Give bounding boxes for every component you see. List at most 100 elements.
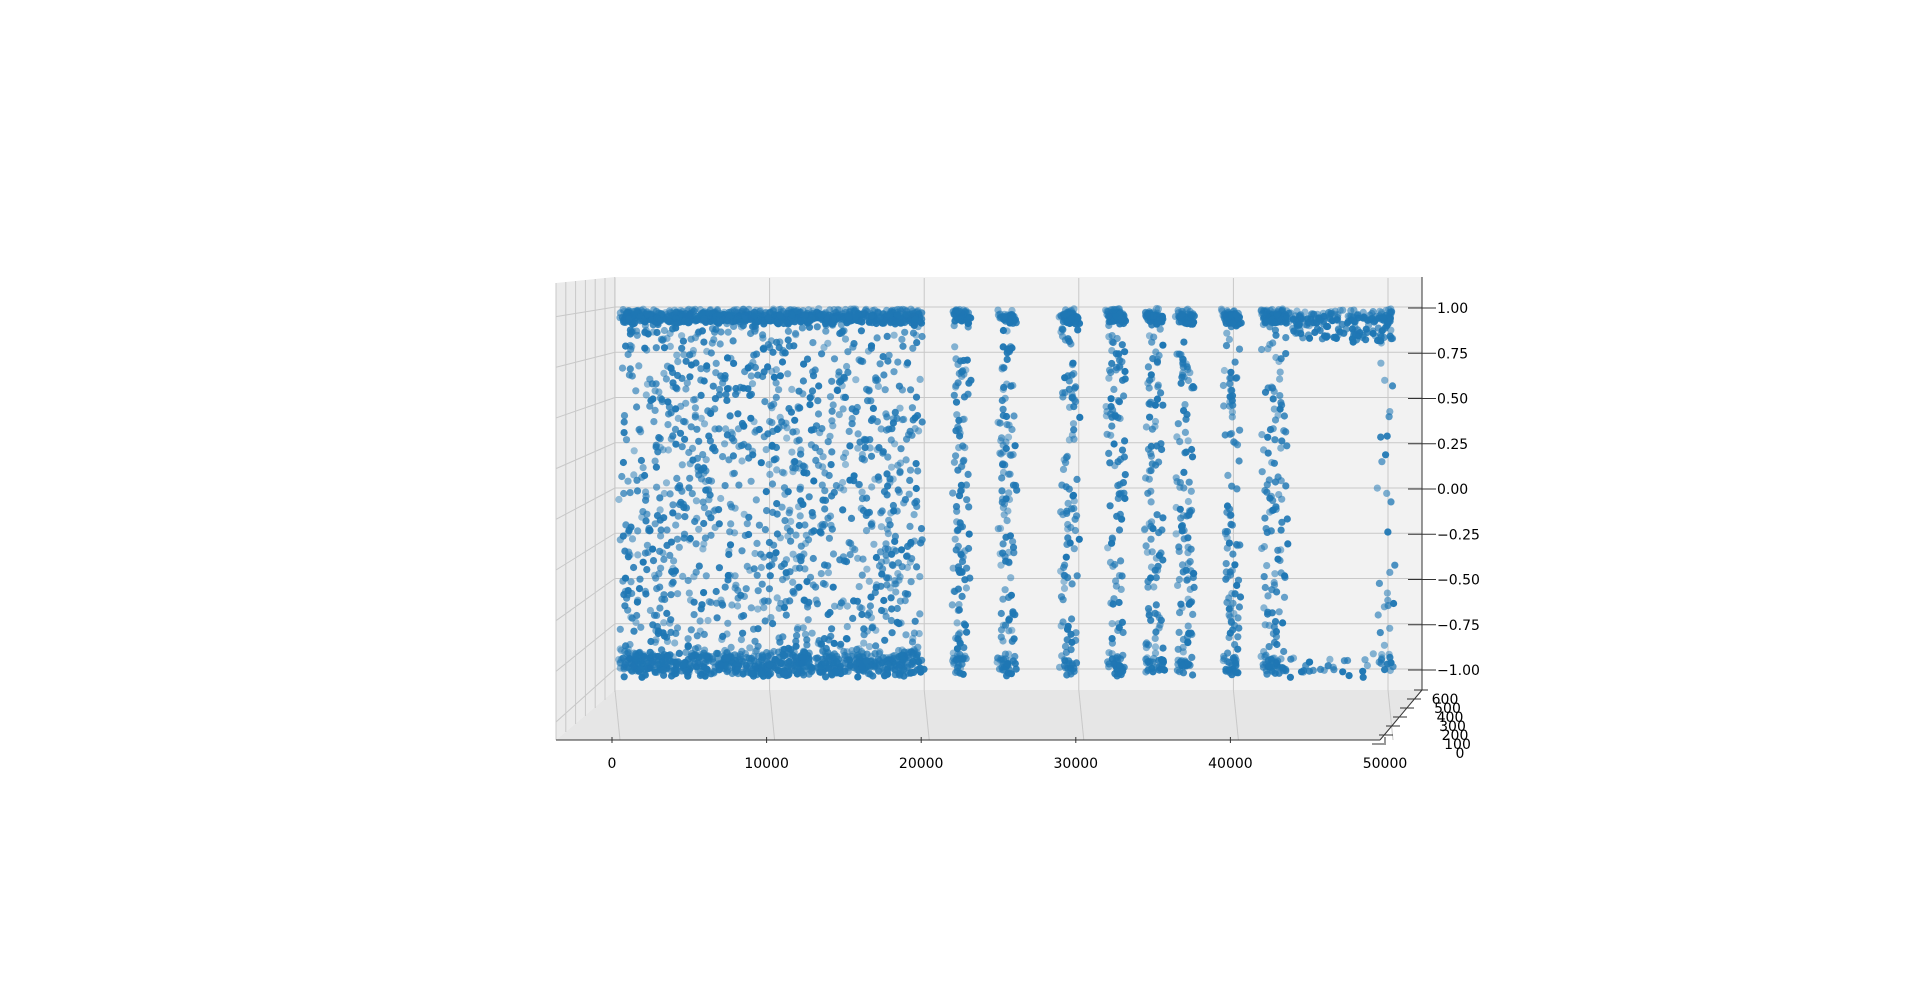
data-point <box>1106 459 1114 467</box>
data-point <box>812 583 820 591</box>
data-point <box>678 332 686 340</box>
data-point <box>1281 573 1289 582</box>
data-point <box>639 305 647 313</box>
data-point <box>841 393 850 401</box>
data-point <box>1114 620 1122 628</box>
data-point <box>1118 572 1126 580</box>
data-point <box>1278 518 1286 526</box>
data-point <box>948 601 956 609</box>
data-point <box>797 450 805 458</box>
data-point <box>1326 655 1334 664</box>
data-point <box>741 368 749 376</box>
data-point <box>768 419 776 427</box>
data-point <box>689 350 697 358</box>
data-point <box>808 508 816 517</box>
data-point <box>618 364 627 372</box>
data-point <box>700 504 709 512</box>
data-point <box>796 485 804 493</box>
data-point <box>849 343 857 351</box>
data-point <box>855 481 863 489</box>
data-point <box>738 442 746 450</box>
data-point <box>907 578 915 586</box>
data-point <box>954 307 962 315</box>
data-point <box>956 519 964 527</box>
data-point <box>1229 654 1237 662</box>
data-point <box>1159 644 1167 652</box>
data-point <box>859 555 867 563</box>
data-point <box>1220 366 1228 375</box>
data-point <box>753 539 761 548</box>
data-point <box>913 339 921 347</box>
data-point <box>1359 314 1367 322</box>
data-point <box>625 527 633 535</box>
data-point <box>965 544 973 553</box>
data-point <box>808 387 817 395</box>
data-point <box>1386 317 1394 325</box>
data-point <box>1148 425 1156 433</box>
data-point <box>1140 526 1149 534</box>
data-point <box>669 578 677 586</box>
data-point <box>712 599 721 607</box>
data-point <box>707 531 715 539</box>
data-point <box>882 410 890 418</box>
data-point <box>685 589 693 597</box>
data-point <box>671 639 679 647</box>
data-point <box>721 440 729 448</box>
data-point <box>1142 668 1150 676</box>
data-point <box>817 570 825 578</box>
data-point <box>773 594 781 602</box>
data-point <box>896 319 904 327</box>
data-point <box>639 558 647 566</box>
data-point <box>1108 422 1116 430</box>
data-point <box>635 585 644 593</box>
data-point <box>1185 478 1193 486</box>
data-point <box>1115 398 1123 406</box>
data-point <box>637 428 645 436</box>
data-point <box>1147 616 1155 624</box>
data-point <box>715 425 723 433</box>
data-point <box>1076 413 1084 421</box>
data-point <box>721 583 729 591</box>
data-point <box>818 350 826 358</box>
data-point <box>1059 389 1067 397</box>
data-point <box>747 669 755 677</box>
data-point <box>1313 325 1322 333</box>
data-point <box>1347 307 1355 315</box>
data-point <box>759 372 767 381</box>
data-point <box>725 547 733 555</box>
data-point <box>679 500 687 508</box>
data-point <box>646 402 654 410</box>
data-point <box>888 550 896 558</box>
data-point <box>955 662 963 670</box>
data-point <box>1234 633 1242 641</box>
data-point <box>754 653 763 661</box>
data-point <box>1011 442 1019 450</box>
data-point <box>1233 581 1241 590</box>
data-point <box>712 325 720 333</box>
data-point <box>789 428 797 436</box>
data-point <box>1345 672 1353 680</box>
data-point <box>1062 483 1070 491</box>
data-point <box>907 386 915 394</box>
data-point <box>712 359 720 367</box>
data-point <box>904 359 912 367</box>
data-point <box>644 548 652 557</box>
data-point <box>633 487 642 495</box>
data-point <box>1179 371 1187 379</box>
data-point <box>887 436 895 444</box>
data-point <box>952 427 960 435</box>
data-point <box>884 660 892 669</box>
data-point <box>652 652 660 661</box>
data-point <box>709 382 717 390</box>
data-point <box>954 526 962 534</box>
data-point <box>1332 334 1340 342</box>
data-point <box>664 446 673 454</box>
data-point <box>1235 624 1243 632</box>
data-point <box>1151 634 1159 643</box>
data-point <box>772 366 780 374</box>
data-point <box>1061 561 1069 569</box>
data-point <box>829 315 837 323</box>
data-point <box>837 640 845 648</box>
data-point <box>1002 438 1010 446</box>
data-point <box>1190 569 1198 578</box>
